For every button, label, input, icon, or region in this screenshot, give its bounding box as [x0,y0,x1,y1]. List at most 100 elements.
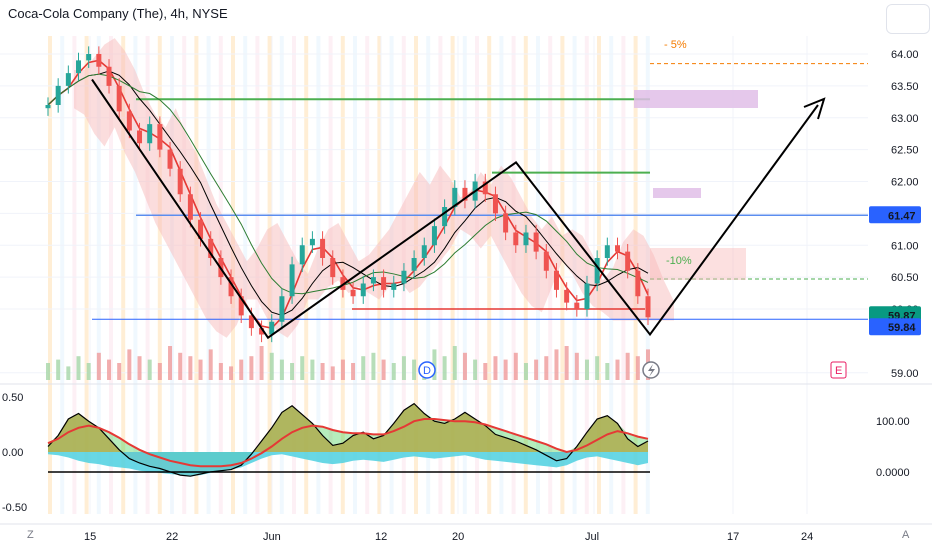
candle-body [228,277,234,297]
volume-bar [300,356,305,380]
volume-bar [381,359,386,380]
candle-body [248,315,254,329]
candle-body [462,187,468,201]
volume-bar [503,359,508,380]
volume-bar [595,356,600,380]
volume-bar [168,346,173,380]
volume-bar [208,349,213,380]
svg-text:E: E [835,365,842,377]
session-band [109,36,113,514]
session-band [145,36,150,514]
price-tick-label: 61.00 [891,240,919,252]
zone-box[interactable] [634,90,758,108]
volume-bar [239,359,244,380]
price-tick-label: 62.00 [891,177,919,189]
oscillator-green-area [48,403,648,467]
zone-box[interactable] [653,188,701,198]
oscillator-cyan-area [48,452,648,477]
candle-body [523,232,529,246]
candle-body [594,258,600,284]
session-band [438,36,443,514]
projection-path[interactable] [91,78,819,340]
candle-body [452,187,458,207]
candle-body [482,181,488,195]
volume-bar [96,352,101,380]
dividend-marker[interactable]: D [418,361,436,379]
time-axis[interactable]: 15 22 Jun 12 20 Jul 17 24 [84,531,813,543]
volume-bar [513,352,518,380]
projection-arrowhead [803,97,826,120]
volume-bar [218,363,223,380]
volume-bar [86,363,91,380]
volume-bar [330,366,335,380]
price-axis[interactable]: 64.0063.5063.0062.5062.0061.5061.0060.50… [869,49,921,380]
volume-bar [66,366,71,380]
candle-body [96,54,102,67]
candle-body [55,85,61,105]
svg-text:D: D [423,365,431,377]
chart-settings-button[interactable] [886,4,930,34]
volume-bar [178,352,183,380]
axis-a-button[interactable]: A [902,529,910,541]
time-tick-label: 20 [452,531,464,543]
candle-body [279,296,285,322]
candle-body [492,194,498,214]
chart-title: Coca-Cola Company (The), 4h, NYSE [8,6,228,21]
candle-body [309,238,315,246]
earnings-marker[interactable]: E [830,361,847,379]
candle-body [76,60,82,74]
volume-bar [351,363,356,380]
oscillator-axis-right: 100.00 0.0000 [876,416,910,479]
candle-body [238,296,244,316]
price-badge-label: 59.84 [888,322,916,334]
candle-body [299,245,305,265]
volume-bar [534,359,539,380]
volume-bar [615,359,620,380]
price-badge-label: 61.47 [888,210,916,222]
price-tick-label: 63.50 [891,81,919,93]
volume-bar [46,363,50,380]
candle-body [269,321,275,335]
session-band [450,36,455,514]
session-band [60,36,65,514]
volume-bar [483,363,488,380]
session-band [96,36,101,514]
session-band [133,36,138,514]
candle-body [513,232,519,246]
candle-body [421,245,427,258]
volume-bar [584,359,589,380]
oscillator-line [47,402,649,477]
price-badge [869,318,921,336]
oscillator-signal-line [47,418,649,468]
oscillator-axis-left: 0.50 0.00 -0.50 [2,392,27,514]
volume-bar [391,363,396,380]
candle-body [320,238,326,258]
candle-body [411,258,417,271]
candle-body [564,289,570,303]
lightning-marker[interactable] [642,361,660,379]
volume-bar [401,356,406,380]
candle-body [330,258,336,278]
slow-ma-line [47,73,649,295]
volume-bar [605,363,610,380]
time-tick-label: Jun [263,531,281,543]
candle-body [401,270,407,284]
volume-bar [290,363,295,380]
axis-z-button[interactable]: Z [27,529,34,541]
volume-bar [229,366,234,380]
volume-bar [432,349,437,380]
zone-box[interactable] [650,248,746,280]
session-band [157,36,162,514]
candle-body [584,283,590,309]
candle-body [106,66,112,86]
time-tick-label: 12 [375,531,387,543]
oscillator-right-tick: 0.0000 [876,467,910,479]
session-band [48,36,52,514]
volume-bar [452,346,457,380]
drawing-layer[interactable]: - 5% -10% D E [91,39,847,379]
session-band [560,36,565,514]
volume-bar [554,349,559,380]
session-band [72,36,77,514]
